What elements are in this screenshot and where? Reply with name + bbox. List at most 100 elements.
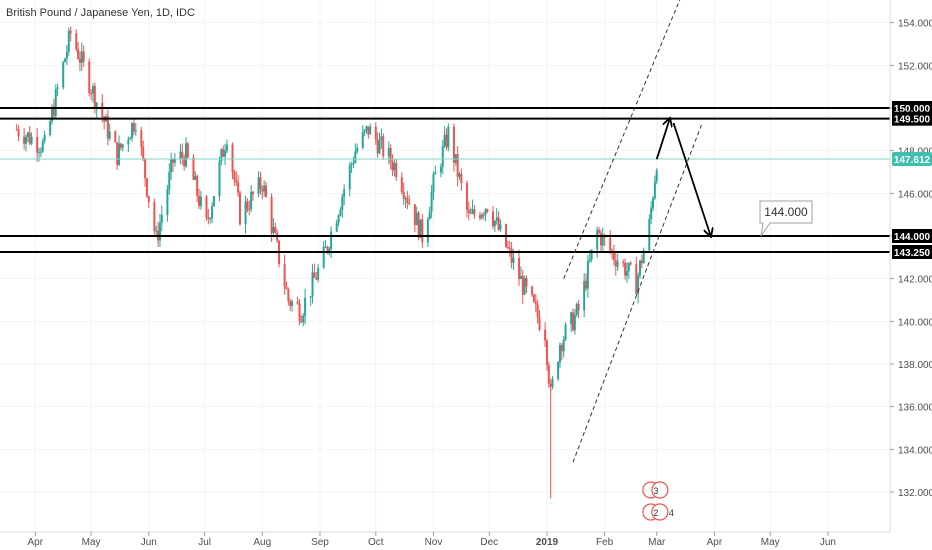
candle-body (142, 146, 145, 159)
y-tick-label: 140.000 (898, 317, 932, 328)
event-marker[interactable]: 3 (642, 481, 669, 499)
event-marker-label: 2 (653, 508, 658, 518)
candle-body (637, 275, 640, 295)
event-markers[interactable]: 3 2 4 (642, 481, 674, 521)
candle-body (588, 259, 591, 262)
candle-body (456, 154, 459, 177)
candle-body (25, 137, 27, 144)
candle-body (439, 166, 442, 173)
candle-body (367, 126, 370, 135)
candle-body (585, 280, 588, 289)
candle-body (300, 320, 303, 323)
candle-body (434, 172, 437, 175)
candle-body (469, 213, 472, 215)
candle-body (652, 198, 655, 208)
candle-body (534, 301, 537, 305)
projection-arrow[interactable] (672, 122, 710, 236)
candle-body (23, 136, 26, 144)
candle-body (497, 217, 500, 230)
x-tick-label: Feb (596, 537, 614, 548)
projection-arrow[interactable] (655, 119, 670, 160)
candle-body (309, 296, 312, 298)
candle-body (140, 130, 143, 147)
candle-body (155, 230, 158, 232)
event-marker-circle (651, 503, 669, 521)
candle-body (119, 143, 122, 148)
target-callout-box[interactable] (759, 200, 813, 237)
candle-body (179, 151, 182, 160)
candle-body (393, 163, 396, 171)
candle-body (369, 126, 372, 135)
candle-body (532, 295, 535, 302)
candle-body (616, 261, 619, 267)
candle-body (129, 138, 132, 140)
candle-body (408, 203, 411, 205)
candle-body (525, 277, 528, 287)
horizontal-levels[interactable] (0, 107, 890, 253)
candle-body (251, 191, 254, 194)
candle-body (454, 154, 457, 163)
candle-body (209, 218, 212, 220)
x-tick-label: Dec (480, 537, 498, 548)
candle-body (106, 116, 109, 139)
candle-body (395, 163, 398, 178)
candle-body (363, 130, 366, 132)
y-tick-label: 132.000 (898, 488, 932, 499)
candle-body (599, 232, 602, 246)
candle-body (78, 58, 81, 63)
candle-body (283, 264, 286, 287)
candle-body (168, 172, 171, 190)
candle-body (330, 231, 333, 249)
candle-body (218, 161, 221, 196)
candle-body (144, 158, 147, 179)
candle-body (220, 149, 223, 162)
candle-body (570, 312, 573, 325)
candle-body (77, 49, 80, 59)
y-axis[interactable]: 154.000152.000150.000148.000146.000144.0… (889, 0, 932, 532)
candle-body (622, 261, 625, 263)
level-badge (892, 229, 932, 243)
candle-body (421, 219, 424, 243)
candle-body (326, 246, 329, 251)
candle-body (196, 176, 199, 196)
y-tick-label: 142.000 (898, 275, 932, 286)
candle-body (627, 262, 630, 272)
candle-body (614, 260, 617, 267)
candle-body (354, 151, 357, 163)
candle-body (452, 126, 455, 163)
candle-body (160, 214, 163, 223)
candle-body (471, 209, 474, 214)
candle-body (519, 275, 522, 279)
candle-body (590, 249, 593, 260)
channel-line[interactable] (563, 0, 681, 279)
candle-body (147, 196, 150, 203)
y-tick-label: 146.000 (898, 189, 932, 200)
candle-body (108, 131, 111, 139)
candle-body (17, 129, 20, 137)
candle-body (183, 158, 186, 167)
candle-body (521, 275, 524, 295)
candle-body (406, 198, 409, 204)
candle-body (212, 195, 215, 207)
candle-body (653, 181, 656, 199)
candle-body (523, 277, 526, 295)
candle-body (560, 345, 563, 352)
candle-body (376, 139, 379, 154)
candle-body (441, 145, 444, 167)
drawings[interactable]: 144.000 (563, 0, 813, 463)
candle-body (91, 85, 94, 94)
candle-body (298, 303, 301, 321)
candle-body (499, 224, 502, 230)
candle-body (328, 248, 331, 251)
candle-body (625, 271, 628, 276)
candle-body (508, 247, 511, 249)
candle-body (259, 177, 262, 190)
candle-body (261, 189, 264, 192)
candle-body (238, 192, 241, 225)
candle-body (222, 149, 225, 157)
candle-body (486, 209, 489, 212)
chart-title: British Pound / Japanese Yen, 1D, IDC (6, 7, 195, 19)
candle-body (250, 191, 253, 210)
